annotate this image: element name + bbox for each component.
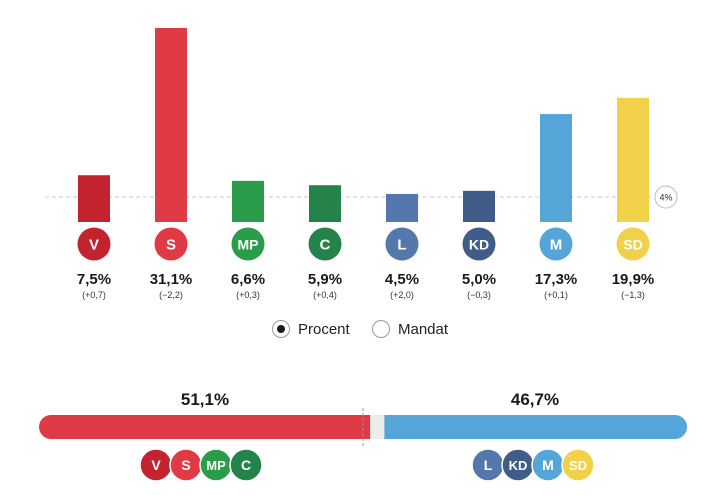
party-logo-sd bbox=[616, 227, 650, 261]
party-logo-mp bbox=[231, 227, 265, 261]
bar-m bbox=[540, 114, 572, 222]
party-logo-label: MP bbox=[238, 237, 259, 253]
change-label: (+2,0) bbox=[390, 290, 414, 300]
radio-procent-label: Procent bbox=[298, 320, 350, 338]
value-label: 5,9% bbox=[308, 271, 342, 288]
bloc-logo-label: L bbox=[484, 457, 493, 473]
change-label: (+0,1) bbox=[544, 290, 568, 300]
bloc-logo-label: KD bbox=[509, 458, 528, 473]
mode-toggle: Procent Mandat bbox=[0, 317, 702, 341]
party-logo-v bbox=[77, 227, 111, 261]
value-label: 17,3% bbox=[535, 271, 578, 288]
party-logo-kd bbox=[462, 227, 496, 261]
party-logo-label: C bbox=[320, 237, 331, 254]
party-logo-m bbox=[539, 227, 573, 261]
bloc-logo-label: MP bbox=[206, 458, 226, 473]
bloc-comparison: 51,1% 46,7% V S MP C L KD M SD bbox=[39, 390, 687, 482]
change-label: (−2,2) bbox=[159, 290, 183, 300]
bar-sd bbox=[617, 97, 649, 222]
bar-l bbox=[386, 193, 418, 222]
bloc-logo-label: C bbox=[241, 457, 251, 473]
bloc-logo-label: SD bbox=[569, 458, 587, 473]
change-label: (−1,3) bbox=[621, 290, 645, 300]
party-logo-s bbox=[154, 227, 188, 261]
bloc-logo-label: M bbox=[542, 457, 554, 473]
value-label: 5,0% bbox=[462, 271, 496, 288]
radio-procent[interactable]: Procent bbox=[272, 317, 350, 341]
party-logo-label: M bbox=[550, 237, 563, 254]
bar-c bbox=[309, 185, 341, 222]
party-logo-c bbox=[308, 227, 342, 261]
party-bar-chart: 4% V 7,5% (+0,7) S 31,1% (−2,2) MP 6,6% (+0,3) C 5,… bbox=[45, 28, 678, 300]
value-label: 19,9% bbox=[612, 271, 655, 288]
party-logo-label: L bbox=[397, 237, 406, 254]
party-logo-l bbox=[385, 227, 419, 261]
bloc-logo-sd bbox=[561, 448, 595, 482]
bloc-right-label: 46,7% bbox=[511, 390, 559, 409]
party-logo-label: KD bbox=[469, 237, 489, 253]
bar-mp bbox=[232, 180, 264, 222]
bloc-left-label: 51,1% bbox=[181, 390, 229, 409]
bloc-logo-label: S bbox=[181, 457, 190, 473]
radio-mandat-ring[interactable] bbox=[372, 320, 390, 338]
change-label: (+0,4) bbox=[313, 290, 337, 300]
radio-selected-dot bbox=[277, 325, 285, 333]
bar-v bbox=[78, 175, 110, 222]
bloc-bar-left bbox=[39, 415, 371, 439]
party-logo-label: V bbox=[89, 237, 99, 254]
change-label: (+0,3) bbox=[236, 290, 260, 300]
threshold-label: 4% bbox=[659, 193, 672, 203]
party-logo-label: S bbox=[166, 237, 176, 254]
bar-s bbox=[155, 28, 187, 222]
bloc-logo-c bbox=[229, 448, 263, 482]
bloc-logo-label: V bbox=[151, 457, 161, 473]
value-label: 7,5% bbox=[77, 271, 111, 288]
bar-kd bbox=[463, 190, 495, 222]
bloc-bar-right bbox=[384, 415, 687, 439]
change-label: (+0,7) bbox=[82, 290, 106, 300]
radio-procent-ring[interactable] bbox=[272, 320, 290, 338]
party-logo-label: SD bbox=[623, 237, 642, 253]
threshold-badge bbox=[654, 185, 678, 209]
change-label: (−0,3) bbox=[467, 290, 491, 300]
radio-mandat[interactable]: Mandat bbox=[372, 317, 448, 341]
value-label: 31,1% bbox=[150, 271, 193, 288]
value-label: 4,5% bbox=[385, 271, 419, 288]
radio-mandat-label: Mandat bbox=[398, 320, 449, 338]
value-label: 6,6% bbox=[231, 271, 265, 288]
